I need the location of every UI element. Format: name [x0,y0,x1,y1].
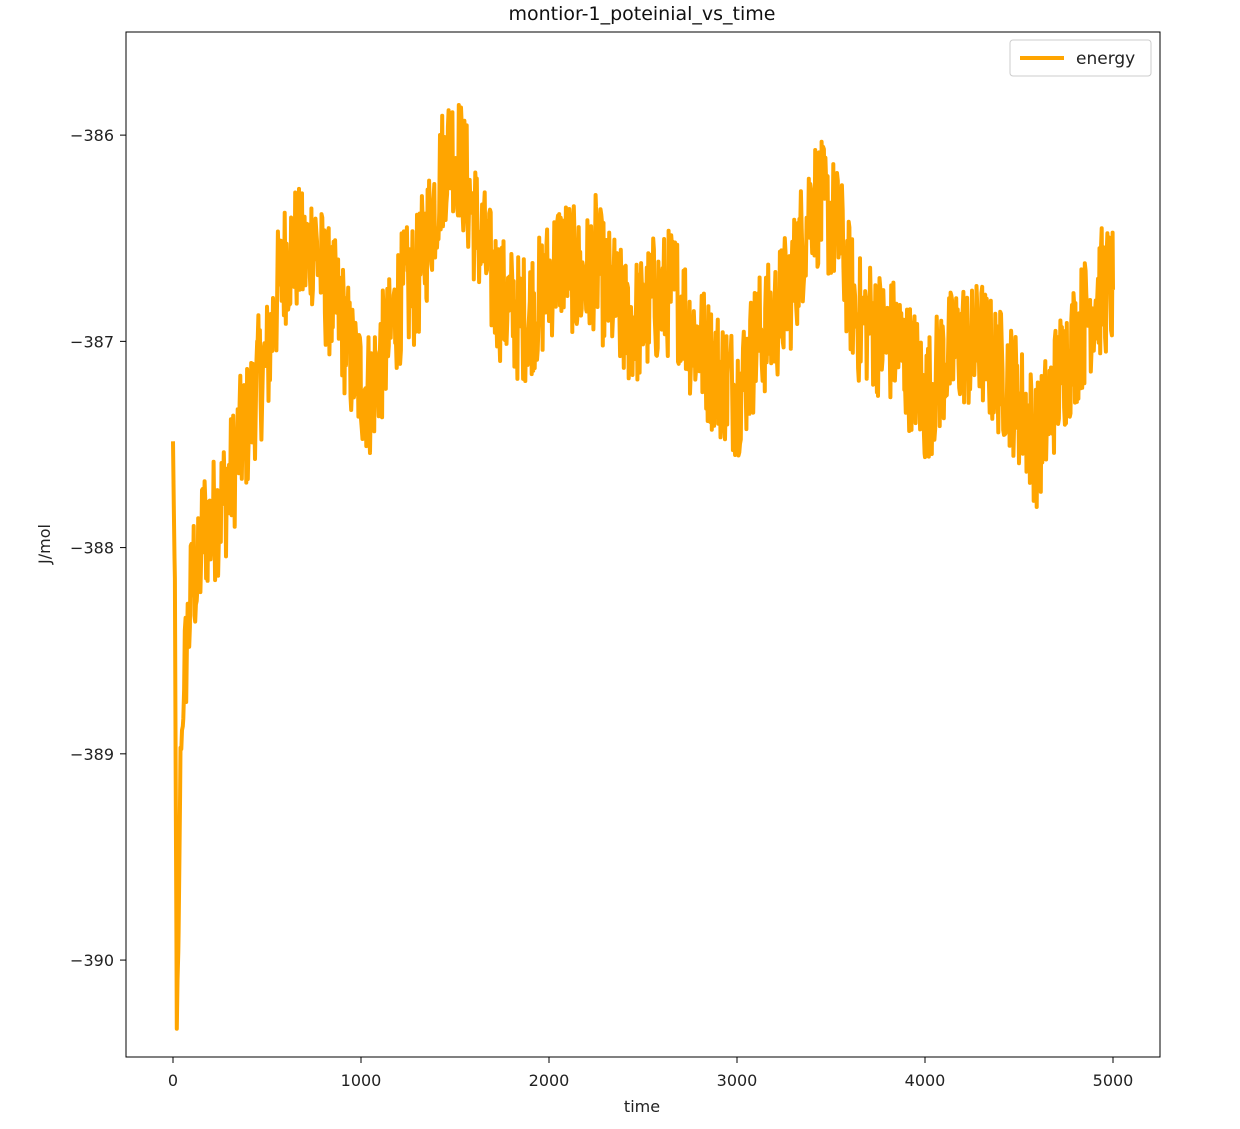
y-tick-label: −387 [70,332,114,351]
plot-area [171,103,1115,1031]
x-tick-label: 2000 [529,1071,570,1090]
y-tick-label: −388 [70,539,114,558]
x-tick-label: 5000 [1093,1071,1134,1090]
legend-label-energy: energy [1076,49,1135,69]
legend-box [1009,39,1152,77]
x-tick-label: 4000 [905,1071,946,1090]
y-axis-label: J/mol [35,524,54,565]
x-tick-label: 1000 [341,1071,382,1090]
x-tick-label: 0 [168,1071,178,1090]
y-axis: −390 −389 −388 −387 −386 [70,126,126,970]
x-tick-label: 3000 [717,1071,758,1090]
legend: energy [1009,39,1152,77]
y-tick-label: −390 [70,951,114,970]
x-axis: 0 1000 2000 3000 4000 5000 [168,1057,1133,1090]
y-tick-label: −389 [70,745,114,764]
chart-title: montior-1_poteinial_vs_time [509,3,776,25]
x-axis-label: time [624,1097,660,1116]
y-tick-label: −386 [70,126,114,145]
series-line-energy [171,103,1115,1031]
axes-frame [125,31,1161,1058]
